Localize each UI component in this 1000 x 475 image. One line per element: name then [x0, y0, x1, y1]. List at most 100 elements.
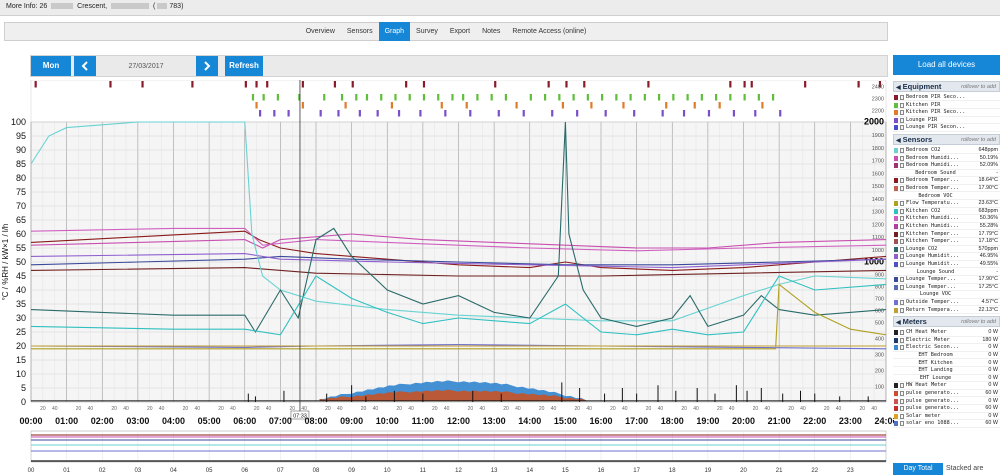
stacked-area-tab[interactable]: Stacked are	[946, 465, 984, 472]
date-input[interactable]	[98, 57, 194, 75]
series-color-swatch[interactable]	[894, 262, 898, 267]
section-header-sensors[interactable]: ◀ Sensors rollover to add	[893, 134, 1000, 145]
series-color-swatch[interactable]	[894, 337, 898, 343]
meters-list-item[interactable]: EHT Bedroom 0 W	[893, 352, 1000, 360]
series-color-swatch[interactable]	[894, 110, 898, 116]
series-color-swatch[interactable]	[894, 345, 898, 351]
x-hour-tick-label: 19:00	[696, 416, 719, 426]
sensors-list-item[interactable]: Lounge Sound -	[893, 269, 1000, 276]
series-color-swatch[interactable]	[894, 231, 898, 237]
series-color-swatch[interactable]	[894, 208, 898, 214]
series-color-swatch[interactable]	[894, 421, 898, 427]
tab-sensors[interactable]: Sensors	[346, 28, 373, 35]
series-color-swatch[interactable]	[894, 125, 898, 131]
series-color-swatch[interactable]	[894, 406, 898, 412]
meters-list-item[interactable]: pulse generato... 60 W	[893, 390, 1000, 398]
graph-area[interactable]: 0 5 10 15 20 25 30 35 40 45 50 55 60 65 70 75 80 85 90 95 10…	[0, 80, 895, 475]
load-all-devices-button[interactable]: Load all devices	[893, 55, 1000, 75]
series-color-swatch[interactable]	[894, 277, 898, 283]
tab-graph[interactable]: Graph	[378, 22, 411, 41]
series-color-swatch[interactable]	[894, 201, 898, 207]
series-color-swatch[interactable]	[894, 117, 898, 123]
equipment-list-item[interactable]: Bedroom PIR Seco...	[893, 94, 1000, 102]
meters-list-item[interactable]: HW Heat Meter 0 W	[893, 382, 1000, 390]
meters-list-item[interactable]: EHT Kitchen 0 W	[893, 360, 1000, 367]
graph-svg[interactable]: 0510152025303540455055606570758085909510…	[0, 80, 895, 475]
sensors-list-item[interactable]: Lounge CO2 570ppm	[893, 246, 1000, 254]
tab-remote-access[interactable]: Remote Access (online)	[512, 28, 587, 35]
collapse-triangle-icon[interactable]: ◀	[896, 85, 901, 91]
series-color-swatch[interactable]	[894, 102, 898, 108]
series-color-swatch[interactable]	[894, 224, 898, 229]
series-color-swatch[interactable]	[894, 300, 898, 305]
series-color-swatch[interactable]	[894, 246, 898, 252]
refresh-button[interactable]: Refresh	[225, 56, 263, 76]
sensors-list-item[interactable]: Bedroom Sound -	[893, 170, 1000, 178]
tab-export[interactable]: Export	[449, 28, 471, 35]
sensors-list-item[interactable]: Bedroom Humidi... 52.09%	[893, 162, 1000, 170]
equipment-list-item[interactable]: Lounge PIR Secon...	[893, 124, 1000, 132]
sensors-list-item[interactable]: Kitchen Humidi... 55.28%	[893, 223, 1000, 231]
next-day-button[interactable]	[196, 56, 218, 76]
sensors-list-item[interactable]: Lounge Temper... 17.25°C	[893, 284, 1000, 292]
equipment-list-item[interactable]: Kitchen PIR Seco...	[893, 109, 1000, 117]
section-header-equipment[interactable]: ◀ Equipment rollover to add	[893, 81, 1000, 92]
sensors-list-item[interactable]: Flow Temperatu... 23.63°C	[893, 200, 1000, 208]
series-color-swatch[interactable]	[894, 239, 898, 245]
series-color-swatch[interactable]	[894, 148, 898, 153]
x-hour-tick-label: 22:00	[803, 416, 826, 426]
meters-list-item[interactable]: EHT Lounge 0 W	[893, 375, 1000, 383]
series-color-swatch[interactable]	[894, 254, 898, 260]
meters-list-item[interactable]: pulse generato... 0 W	[893, 398, 1000, 405]
day-total-tab[interactable]: Day Total	[893, 463, 943, 475]
sensors-list-item[interactable]: Bedroom Temper... 18.64°C	[893, 177, 1000, 185]
sensors-list-item[interactable]: Outside Temper... 4.57°C	[893, 299, 1000, 307]
sensors-list-item[interactable]: Kitchen Temper... 17.79°C	[893, 231, 1000, 238]
sensors-list-item[interactable]: Return Tempera... 22.13°C	[893, 307, 1000, 314]
series-color-swatch[interactable]	[894, 413, 898, 419]
sensors-list-item[interactable]: Kitchen CO2 683ppm	[893, 208, 1000, 216]
equipment-list-item[interactable]: Lounge PIR	[893, 117, 1000, 125]
section-header-meters[interactable]: ◀ Meters rollover to add	[893, 316, 1000, 328]
prev-day-button[interactable]	[74, 56, 96, 76]
series-color-swatch[interactable]	[894, 163, 898, 169]
collapse-triangle-icon[interactable]: ◀	[896, 138, 901, 144]
meters-list-item[interactable]: Electric Meter 180 W	[893, 337, 1000, 345]
meters-list-item[interactable]: solar eno 1088... 60 W	[893, 420, 1000, 428]
sensors-list-item[interactable]: Bedroom CO2 648ppm	[893, 147, 1000, 155]
series-color-swatch[interactable]	[894, 186, 898, 191]
series-color-swatch[interactable]	[894, 178, 898, 184]
sensors-list-item[interactable]: Lounge Humidit... 49.55%	[893, 261, 1000, 269]
collapse-triangle-icon[interactable]: ◀	[896, 320, 901, 327]
sensors-list-item[interactable]: Bedroom Temper... 17.90°C	[893, 185, 1000, 193]
series-color-swatch[interactable]	[894, 330, 898, 336]
sensors-list-item[interactable]: Lounge VOC	[893, 291, 1000, 299]
series-color-swatch[interactable]	[894, 216, 898, 222]
series-color-swatch[interactable]	[894, 95, 898, 100]
tab-notes[interactable]: Notes	[482, 28, 501, 35]
day-button[interactable]: Mon	[31, 56, 71, 76]
series-color-swatch[interactable]	[894, 383, 898, 389]
meters-list-item[interactable]: pulse generato... 60 W	[893, 405, 1000, 413]
meters-list-item[interactable]: Solar meter 0 W	[893, 413, 1000, 421]
sensors-list-item[interactable]: Kitchen Temper... 17.18°C	[893, 238, 1000, 246]
sensors-list-item[interactable]: Bedroom VOC	[893, 193, 1000, 200]
equipment-activity-mark	[544, 94, 547, 101]
series-color-swatch[interactable]	[894, 284, 898, 290]
equipment-activity-mark	[476, 94, 479, 101]
sensors-list-item[interactable]: Lounge Humidit... 46.95%	[893, 253, 1000, 261]
series-color-swatch[interactable]	[894, 307, 898, 313]
tab-overview[interactable]: Overview	[305, 28, 335, 35]
meters-list-item[interactable]: CH Heat Meter 0 W	[893, 329, 1000, 337]
sensors-list-item[interactable]: Lounge Temper... 17.90°C	[893, 276, 1000, 284]
meters-list-item[interactable]: Electric Secon... 0 W	[893, 344, 1000, 352]
equipment-activity-mark	[522, 110, 525, 117]
tab-survey[interactable]: Survey	[416, 28, 438, 35]
meters-list-item[interactable]: EHT Landing 0 W	[893, 367, 1000, 375]
equipment-list-item[interactable]: Kitchen PIR	[893, 102, 1000, 109]
series-color-swatch[interactable]	[894, 398, 898, 404]
series-color-swatch[interactable]	[894, 391, 898, 396]
series-color-swatch[interactable]	[894, 155, 898, 161]
sensors-list-item[interactable]: Bedroom Humidi... 50.19%	[893, 155, 1000, 162]
sensors-list-item[interactable]: Kitchen Humidi... 50.36%	[893, 215, 1000, 223]
